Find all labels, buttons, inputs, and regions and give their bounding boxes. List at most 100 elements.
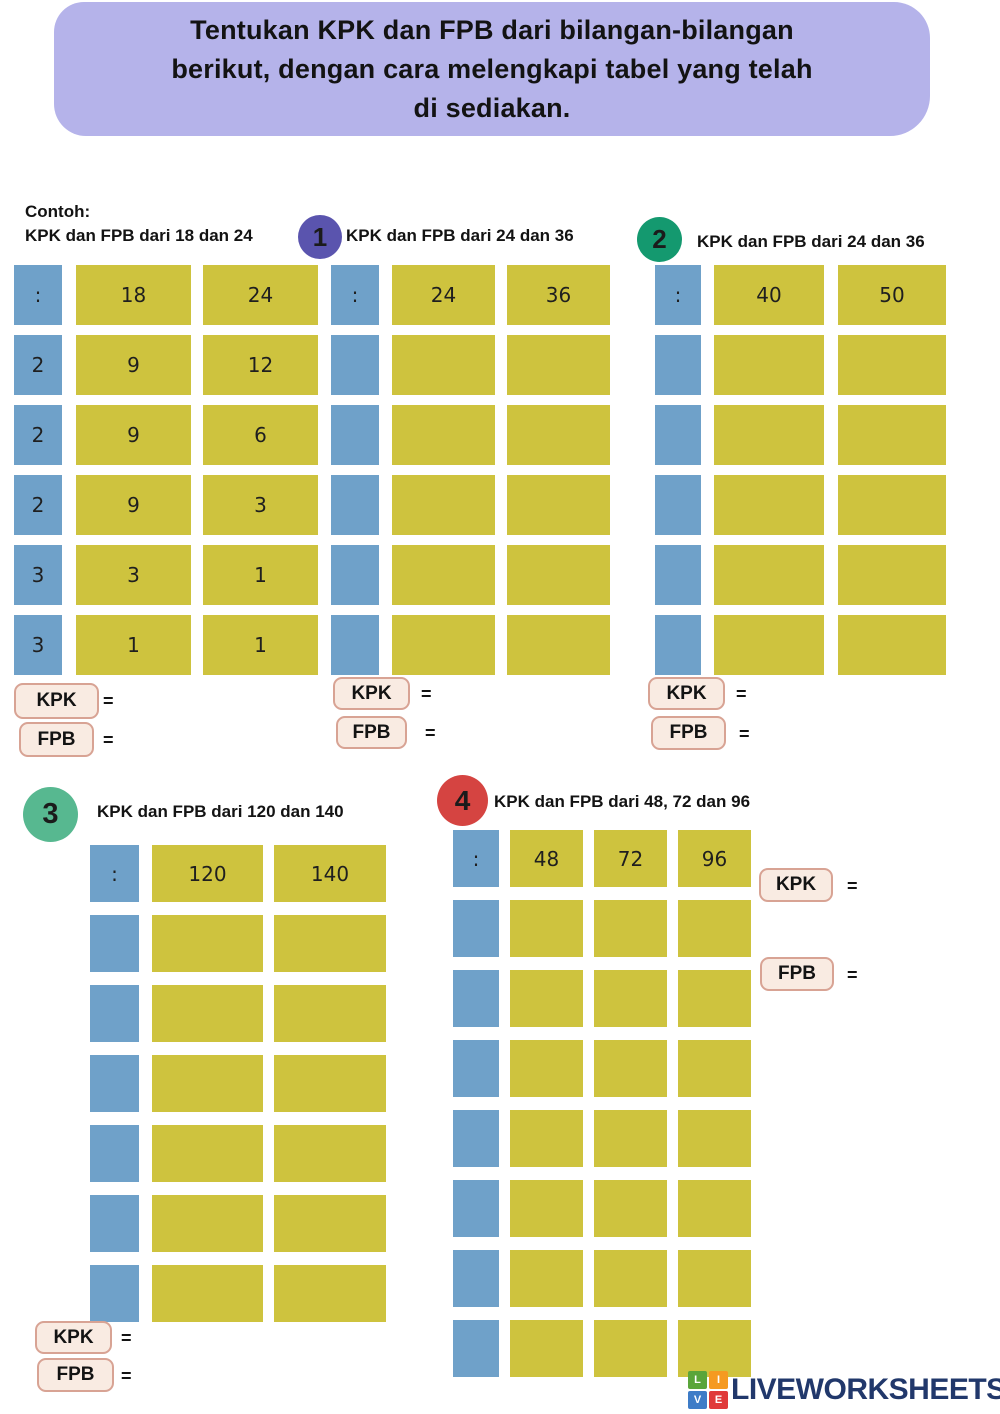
quotient-cell[interactable]: [594, 1040, 667, 1097]
quotient-cell[interactable]: [678, 1250, 751, 1307]
divisor-cell[interactable]: [655, 405, 701, 465]
problem-4-kpk-equals: =: [847, 876, 858, 896]
quotient-cell[interactable]: [510, 1040, 583, 1097]
quotient-cell[interactable]: [594, 900, 667, 957]
quotient-cell[interactable]: [714, 545, 824, 605]
quotient-cell[interactable]: [392, 475, 495, 535]
quotient-cell[interactable]: [392, 615, 495, 675]
quotient-cell[interactable]: [507, 475, 610, 535]
quotient-cell[interactable]: [510, 900, 583, 957]
table-row: [90, 1195, 386, 1252]
problem-4-kpk-badge: KPK: [759, 868, 833, 902]
divisor-cell[interactable]: [655, 545, 701, 605]
problem-4-fpb-badge: FPB: [760, 957, 834, 991]
problem-2-number: 2: [637, 217, 682, 262]
quotient-cell[interactable]: [152, 1265, 263, 1322]
quotient-cell[interactable]: [152, 915, 263, 972]
quotient-cell[interactable]: [714, 475, 824, 535]
quotient-cell[interactable]: [678, 970, 751, 1027]
table-row: [453, 1320, 751, 1377]
quotient-cell[interactable]: [594, 1320, 667, 1377]
problem-1-kpk-badge: KPK: [333, 677, 410, 710]
quotient-cell[interactable]: [510, 1250, 583, 1307]
quotient-cell[interactable]: [594, 1250, 667, 1307]
divisor-cell[interactable]: [453, 900, 499, 957]
quotient-cell[interactable]: [274, 985, 386, 1042]
quotient-cell[interactable]: [274, 915, 386, 972]
quotient-cell[interactable]: [838, 405, 946, 465]
divisor-cell[interactable]: [90, 1125, 139, 1182]
quotient-cell[interactable]: [152, 1125, 263, 1182]
divisor-cell[interactable]: [453, 1320, 499, 1377]
quotient-cell[interactable]: [714, 335, 824, 395]
divisor-cell[interactable]: [90, 915, 139, 972]
quotient-cell[interactable]: [274, 1055, 386, 1112]
divisor-cell[interactable]: [655, 615, 701, 675]
quotient-cell[interactable]: [714, 615, 824, 675]
quotient-cell[interactable]: [838, 615, 946, 675]
quotient-cell[interactable]: [594, 970, 667, 1027]
divisor-cell[interactable]: [90, 985, 139, 1042]
quotient-cell[interactable]: [507, 335, 610, 395]
quotient-cell[interactable]: [510, 1180, 583, 1237]
quotient-cell[interactable]: [838, 545, 946, 605]
divisor-cell[interactable]: [655, 335, 701, 395]
target-number-cell: 72: [594, 830, 667, 887]
quotient-cell[interactable]: [678, 1110, 751, 1167]
quotient-cell[interactable]: [510, 1320, 583, 1377]
table-header-row: :24 36: [331, 265, 610, 325]
divisor-cell[interactable]: [331, 545, 379, 605]
quotient-cell[interactable]: [678, 1180, 751, 1237]
divisor-cell[interactable]: [331, 615, 379, 675]
quotient-cell[interactable]: [714, 405, 824, 465]
quotient-cell[interactable]: [274, 1125, 386, 1182]
quotient-cell[interactable]: [274, 1265, 386, 1322]
quotient-cell[interactable]: [392, 335, 495, 395]
target-number-cell: 40: [714, 265, 824, 325]
problem-4-table: :48 72 96: [453, 830, 751, 1390]
divisor-cell[interactable]: [453, 1040, 499, 1097]
quotient-cell[interactable]: [392, 405, 495, 465]
target-number-cell: 18: [76, 265, 191, 325]
quotient-cell[interactable]: [152, 1055, 263, 1112]
quotient-cell[interactable]: [510, 1110, 583, 1167]
title-line-2: berikut, dengan cara melengkapi tabel ya…: [171, 53, 813, 84]
divisor-cell[interactable]: [655, 475, 701, 535]
divisor-cell[interactable]: [90, 1055, 139, 1112]
divisor-cell[interactable]: [331, 405, 379, 465]
quotient-cell[interactable]: [678, 1040, 751, 1097]
problem-1-table: :24 36: [331, 265, 610, 685]
quotient-cell: 9: [76, 335, 191, 395]
divisor-cell: 3: [14, 615, 62, 675]
divisor-cell[interactable]: [453, 970, 499, 1027]
quotient-cell[interactable]: [838, 335, 946, 395]
quotient-cell[interactable]: [678, 900, 751, 957]
divisor-cell[interactable]: [331, 475, 379, 535]
quotient-cell[interactable]: [678, 1320, 751, 1377]
table-row: [90, 1265, 386, 1322]
quotient-cell[interactable]: [507, 545, 610, 605]
divide-operator-cell: :: [655, 265, 701, 325]
problem-2-fpb-equals: =: [739, 724, 750, 744]
divisor-cell[interactable]: [90, 1195, 139, 1252]
quotient-cell[interactable]: [510, 970, 583, 1027]
quotient-cell[interactable]: [594, 1110, 667, 1167]
table-row: [331, 475, 610, 535]
quotient-cell[interactable]: [274, 1195, 386, 1252]
divisor-cell[interactable]: [453, 1180, 499, 1237]
table-row: [655, 335, 946, 395]
quotient-cell: 9: [76, 475, 191, 535]
quotient-cell[interactable]: [838, 475, 946, 535]
divisor-cell[interactable]: [90, 1265, 139, 1322]
quotient-cell[interactable]: [392, 545, 495, 605]
quotient-cell[interactable]: [594, 1180, 667, 1237]
divisor-cell[interactable]: [453, 1250, 499, 1307]
quotient-cell[interactable]: [507, 615, 610, 675]
quotient-cell[interactable]: [152, 985, 263, 1042]
divisor-cell[interactable]: [453, 1110, 499, 1167]
quotient-cell[interactable]: [507, 405, 610, 465]
divisor-cell[interactable]: [331, 335, 379, 395]
problem-1-number: 1: [298, 215, 342, 259]
quotient-cell[interactable]: [152, 1195, 263, 1252]
